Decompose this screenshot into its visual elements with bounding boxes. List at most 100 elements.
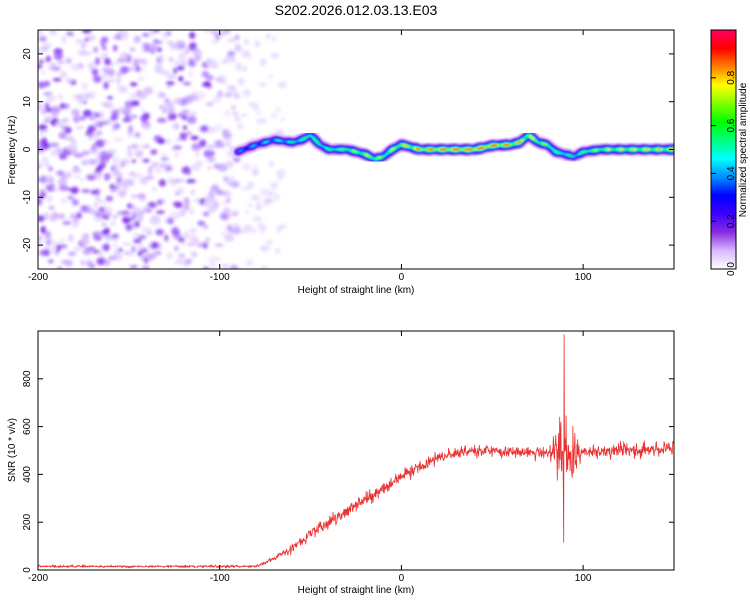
noise-blob: [219, 30, 227, 37]
noise-blob: [113, 61, 120, 65]
noise-blob: [58, 184, 68, 192]
noise-blob: [109, 183, 115, 189]
noise-blob: [40, 250, 50, 255]
noise-blob: [42, 129, 49, 134]
noise-blob: [171, 178, 178, 187]
noise-blob: [276, 169, 286, 178]
noise-blob: [133, 238, 142, 244]
noise-blob: [139, 59, 146, 64]
noise-blob: [113, 215, 117, 220]
noise-blob: [232, 226, 242, 235]
noise-blob: [278, 81, 287, 89]
noise-blob: [44, 244, 50, 250]
noise-blob: [60, 198, 68, 204]
noise-blob: [93, 75, 102, 83]
noise-blob: [138, 172, 143, 178]
bottom-x-axis: -200 -100 0 100: [28, 331, 592, 584]
noise-blob: [269, 53, 280, 59]
y-tick-label: 800: [22, 370, 33, 387]
noise-blob: [208, 256, 216, 265]
noise-blob: [99, 200, 108, 205]
noise-blob: [82, 51, 92, 56]
noise-blob: [108, 79, 115, 83]
noise-blob: [51, 109, 59, 119]
noise-blob: [70, 186, 79, 194]
noise-blob: [280, 117, 285, 122]
noise-blob: [129, 265, 138, 269]
noise-blob: [93, 202, 99, 207]
noise-blob: [59, 70, 68, 79]
noise-blob: [182, 81, 192, 86]
noise-blob: [215, 33, 220, 41]
noise-blob: [175, 151, 179, 158]
noise-blob: [98, 206, 106, 213]
noise-blob: [70, 139, 78, 146]
noise-blob: [162, 151, 167, 159]
noise-blob: [104, 173, 109, 181]
noise-blob: [204, 30, 212, 33]
noise-blob: [88, 91, 96, 99]
noise-blob: [206, 59, 217, 67]
noise-blob: [65, 57, 72, 64]
noise-blob: [82, 109, 92, 117]
noise-blob: [256, 223, 267, 229]
noise-blob: [96, 257, 106, 266]
y-tick-label: 10: [22, 96, 33, 108]
noise-blob: [122, 107, 132, 114]
noise-blob: [130, 194, 137, 198]
noise-blob: [125, 223, 133, 231]
noise-blob: [267, 191, 275, 197]
noise-blob: [207, 166, 212, 170]
noise-blob: [266, 32, 271, 40]
noise-blob: [102, 222, 107, 227]
noise-blob: [74, 153, 84, 158]
noise-blob: [50, 245, 57, 254]
noise-blob: [42, 157, 48, 161]
noise-blob: [234, 116, 241, 122]
x-tick-label: -200: [28, 573, 48, 584]
noise-blob: [83, 99, 87, 105]
noise-blob: [162, 31, 167, 39]
noise-blob: [142, 33, 150, 37]
noise-blob: [147, 227, 152, 232]
y-tick-label: 0: [22, 146, 33, 152]
noise-blob: [219, 212, 230, 221]
noise-blob: [242, 65, 247, 73]
noise-blob: [62, 172, 73, 178]
noise-blob: [116, 30, 123, 33]
noise-blob: [241, 186, 251, 191]
noise-blob: [227, 224, 233, 233]
noise-blob: [184, 231, 189, 239]
noise-blob: [131, 159, 136, 164]
noise-blob: [67, 195, 74, 200]
noise-blob: [94, 193, 100, 202]
noise-blob: [91, 69, 99, 75]
noise-blob: [134, 220, 140, 228]
colorbar: 0.0 0.2 0.4 0.6 0.8 Normalized spectral ampl…: [710, 29, 749, 276]
noise-blob: [159, 69, 170, 76]
noise-blob: [205, 102, 214, 106]
noise-blob: [57, 213, 66, 220]
colorbar-tick-label: 0.0: [726, 262, 737, 276]
noise-blob: [191, 251, 198, 258]
noise-blob: [72, 218, 80, 224]
noise-blob: [116, 84, 123, 93]
noise-blob: [186, 179, 196, 184]
noise-blob: [95, 234, 105, 238]
noise-blob: [207, 205, 217, 213]
noise-blob: [79, 177, 84, 182]
noise-blob: [227, 37, 237, 43]
noise-blob: [195, 149, 199, 158]
noise-blob: [38, 215, 45, 222]
noise-blob: [81, 189, 91, 193]
noise-blob: [112, 44, 118, 52]
noise-blob: [188, 44, 197, 51]
noise-blob: [44, 102, 50, 109]
noise-blob: [48, 166, 53, 172]
noise-blob: [220, 264, 230, 269]
noise-blob: [127, 145, 134, 150]
noise-blob: [260, 58, 267, 66]
noise-blob: [214, 243, 224, 247]
noise-blob: [252, 103, 260, 111]
noise-blob: [243, 38, 250, 46]
